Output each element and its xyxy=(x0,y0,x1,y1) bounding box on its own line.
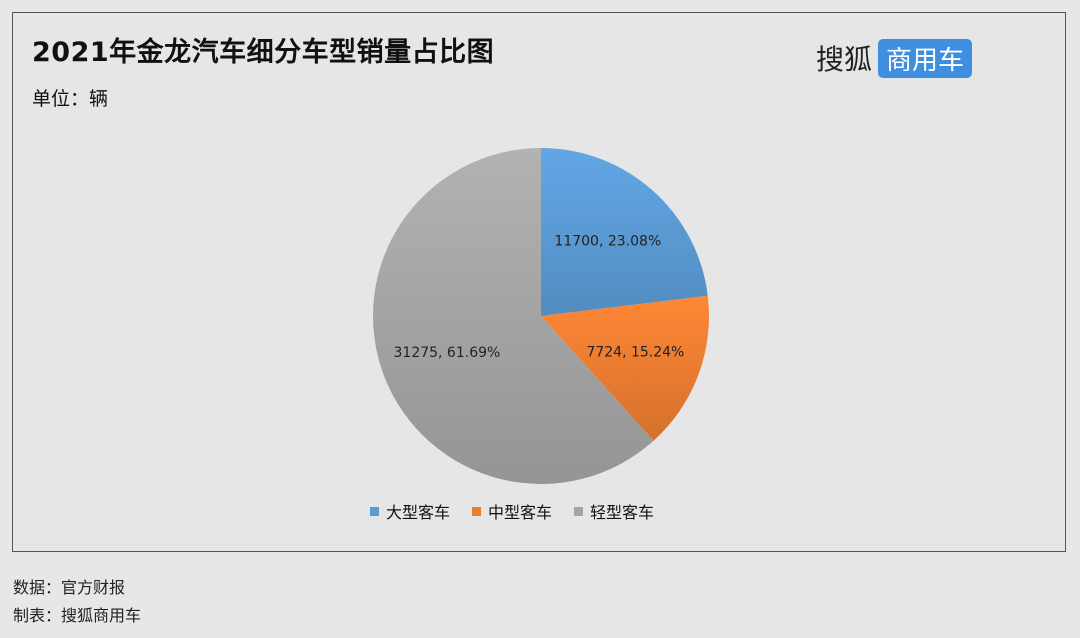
legend-label: 轻型客车 xyxy=(590,503,655,522)
legend-swatch xyxy=(370,506,379,516)
pie-data-label: 31275, 61.69% xyxy=(394,345,501,361)
pie-slice-3 xyxy=(373,148,654,485)
pie-slice-1 xyxy=(541,148,708,316)
legend-item: 中型客车 xyxy=(472,499,552,523)
legend-label: 大型客车 xyxy=(386,503,451,522)
legend-label: 中型客车 xyxy=(488,503,553,522)
legend-swatch xyxy=(574,506,584,516)
pie-slice-2 xyxy=(541,295,709,441)
footer-source: 数据：官方财报 xyxy=(13,578,126,597)
legend-swatch xyxy=(472,506,482,516)
footer-maker: 制表：搜狐商用车 xyxy=(13,606,142,625)
brand-name: 搜狐 xyxy=(816,43,873,76)
unit-label: 单位：辆 xyxy=(32,88,109,110)
chart-title: 2021年金龙汽车细分车型销量占比图 xyxy=(32,37,495,68)
legend: 大型客车 中型客车 轻型客车 xyxy=(370,499,654,523)
pie-data-label: 11700, 23.08% xyxy=(554,234,661,250)
brand-tag: 商用车 xyxy=(878,38,973,78)
legend-item: 大型客车 xyxy=(370,499,450,523)
brand-logo: 搜狐 商用车 xyxy=(816,38,973,78)
legend-item: 轻型客车 xyxy=(574,499,654,523)
pie-data-label: 7724, 15.24% xyxy=(586,344,684,360)
